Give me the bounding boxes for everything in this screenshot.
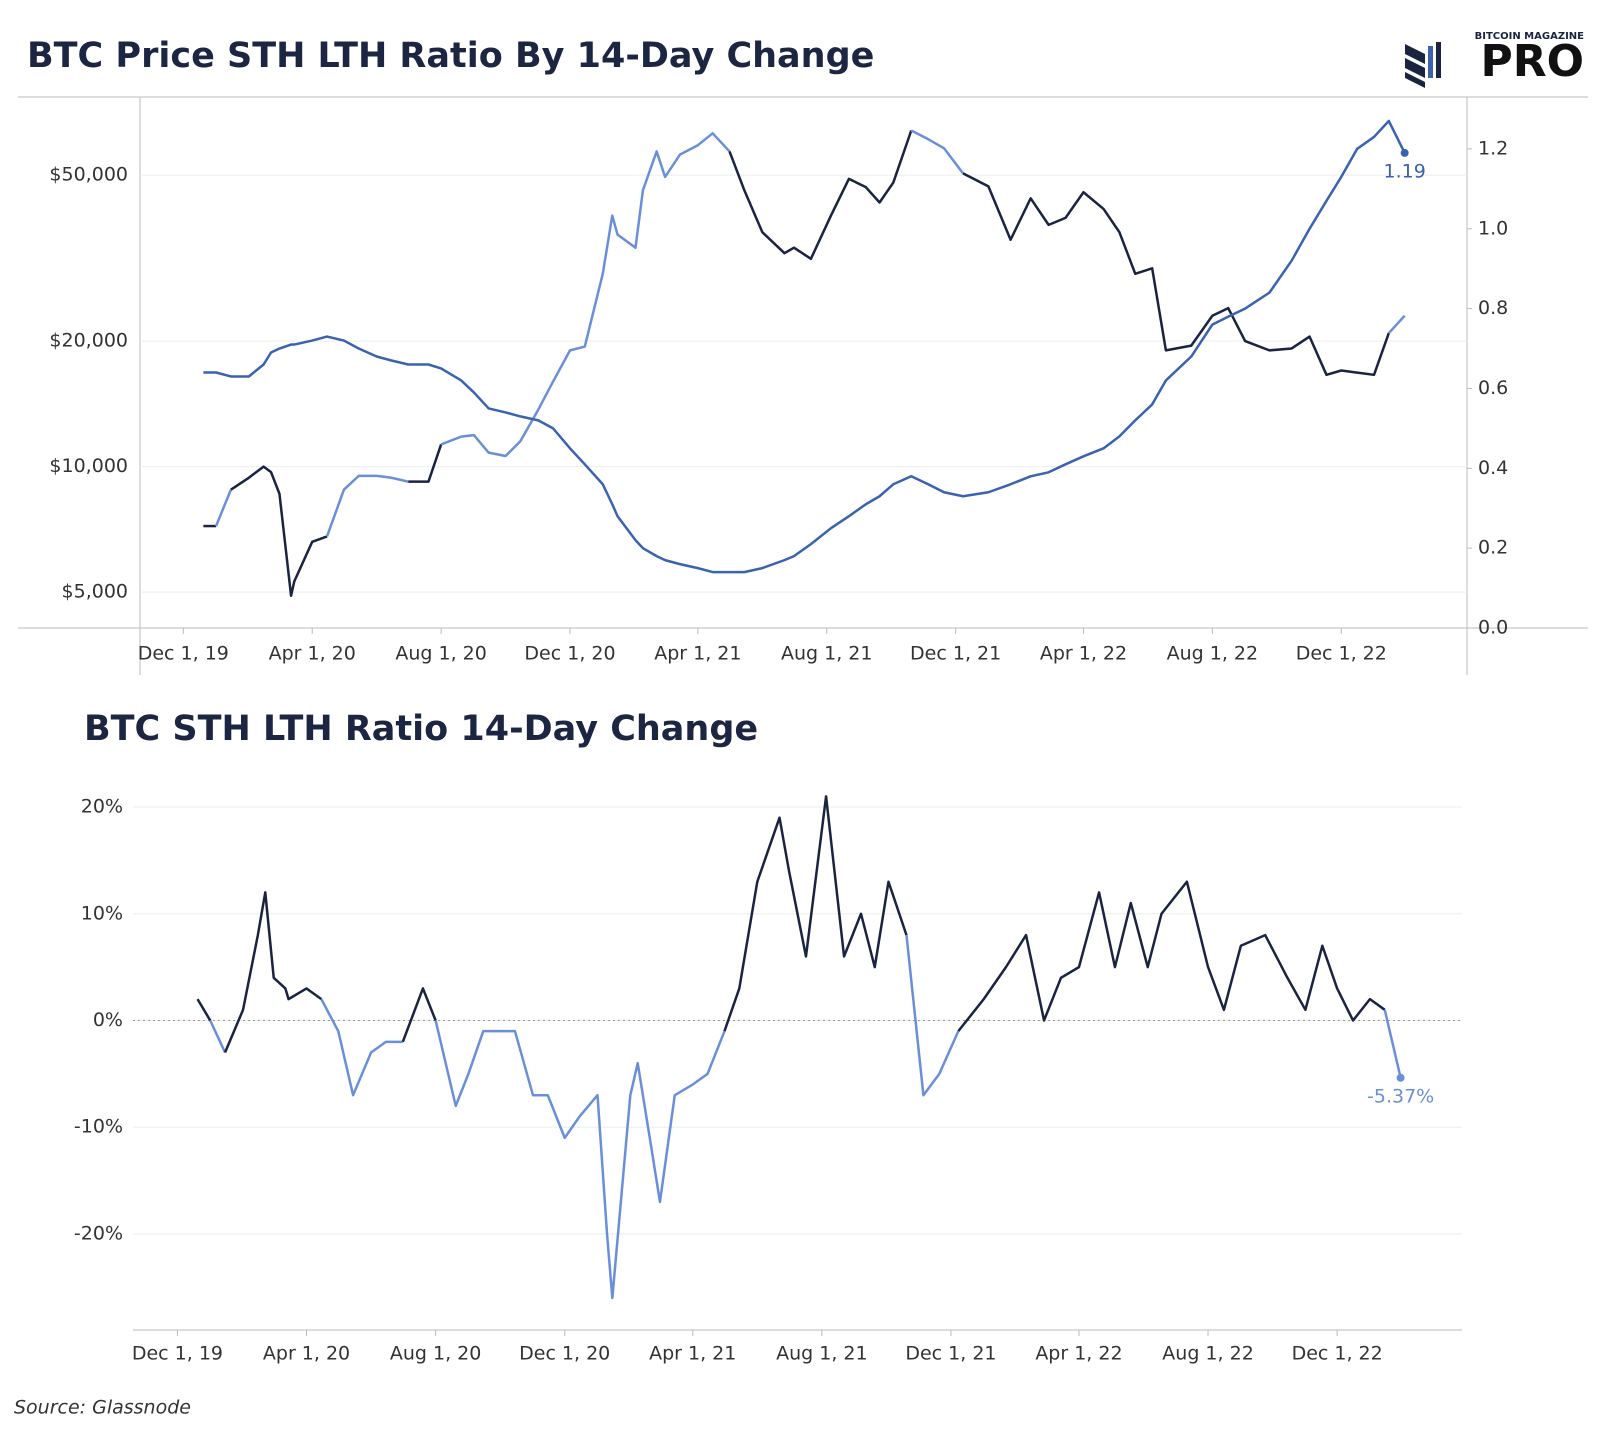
y2-tick-label: 0.0: [1478, 617, 1508, 639]
x-tick-label: Aug 1, 20: [390, 1343, 481, 1365]
line: [723, 795, 908, 1032]
end-point: [1400, 148, 1409, 157]
x-tick-label: Apr 1, 22: [1040, 643, 1127, 665]
x-tick-label: Dec 1, 20: [519, 1343, 610, 1365]
line: [230, 465, 328, 597]
x-tick-label: Apr 1, 21: [654, 643, 741, 665]
line: [434, 1020, 726, 1300]
x-tick-label: Aug 1, 20: [395, 643, 486, 665]
line: [203, 119, 1406, 574]
y-tick-label: 20%: [81, 796, 123, 818]
y-tick-label: 10%: [81, 902, 123, 924]
x-tick-label: Dec 1, 21: [905, 1343, 996, 1365]
y-tick-label: 0%: [93, 1009, 123, 1031]
y-tick-label: -20%: [74, 1222, 123, 1244]
x-tick-label: Apr 1, 20: [263, 1343, 350, 1365]
logo-mark: [1405, 44, 1425, 88]
chart-title: BTC STH LTH Ratio 14-Day Change: [84, 709, 758, 749]
y2-tick-label: 1.2: [1478, 137, 1508, 159]
line: [728, 130, 913, 261]
data-label: 1.19: [1384, 160, 1426, 182]
line: [408, 444, 443, 483]
y2-tick-label: 0.6: [1478, 377, 1508, 399]
x-tick-label: Dec 1, 19: [138, 643, 229, 665]
x-tick-label: Apr 1, 22: [1035, 1343, 1122, 1365]
logo-bar: [1428, 46, 1433, 78]
line: [440, 132, 731, 458]
source: Source: Glassnode: [14, 1397, 191, 1419]
line: [214, 489, 233, 527]
end-point: [1396, 1073, 1405, 1082]
line: [325, 474, 409, 537]
line: [1387, 314, 1406, 334]
chart-title: BTC Price STH LTH Ratio By 14-Day Change: [27, 36, 874, 76]
y-tick-label: $5,000: [62, 581, 128, 603]
x-tick-label: Dec 1, 20: [524, 643, 615, 665]
line: [1383, 1009, 1402, 1079]
y-tick-label: $50,000: [49, 164, 128, 186]
line: [401, 987, 437, 1043]
y-tick-label: $10,000: [49, 455, 128, 477]
x-tick-label: Aug 1, 21: [776, 1343, 867, 1365]
line: [320, 998, 403, 1097]
x-tick-label: Dec 1, 19: [132, 1343, 223, 1365]
data-label: -5.37%: [1367, 1085, 1434, 1107]
line: [209, 1019, 227, 1054]
x-tick-label: Apr 1, 20: [269, 643, 356, 665]
line: [910, 129, 965, 175]
x-tick-label: Dec 1, 22: [1296, 643, 1387, 665]
logo-top: BITCOIN MAGAZINE: [1475, 31, 1585, 42]
y-tick-label: -10%: [74, 1116, 123, 1138]
x-tick-label: Dec 1, 21: [910, 643, 1001, 665]
logo: BITCOIN MAGAZINE PRO: [1405, 31, 1584, 88]
line: [957, 880, 1386, 1032]
x-tick-label: Aug 1, 22: [1167, 643, 1258, 665]
y2-tick-label: 0.2: [1478, 537, 1508, 559]
line: [223, 891, 323, 1053]
y2-tick-label: 1.0: [1478, 217, 1508, 239]
line: [196, 998, 212, 1022]
line: [905, 934, 960, 1097]
logo-main: PRO: [1480, 36, 1584, 87]
line: [962, 172, 1390, 377]
y-tick-label: $20,000: [49, 330, 128, 352]
x-tick-label: Aug 1, 22: [1162, 1343, 1253, 1365]
x-tick-label: Aug 1, 21: [781, 643, 872, 665]
logo-bar: [1436, 42, 1441, 78]
y2-tick-label: 0.4: [1478, 457, 1508, 479]
x-tick-label: Dec 1, 22: [1292, 1343, 1383, 1365]
y2-tick-label: 0.8: [1478, 297, 1508, 319]
x-tick-label: Apr 1, 21: [649, 1343, 736, 1365]
